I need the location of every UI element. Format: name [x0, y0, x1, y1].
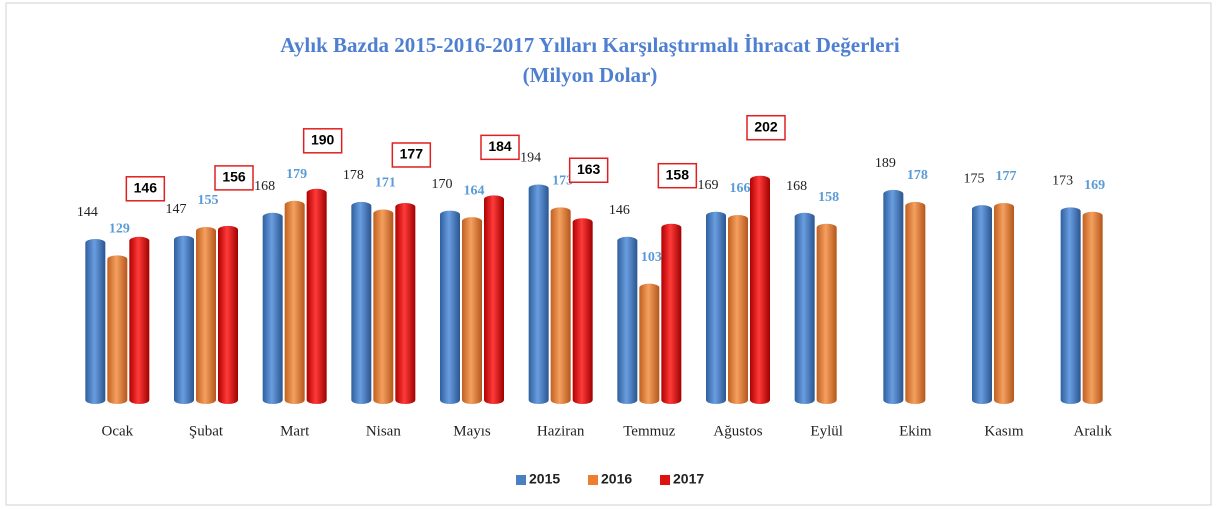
bar: [639, 283, 660, 404]
bar: [1060, 207, 1081, 404]
bar: [85, 238, 106, 404]
bar: [174, 235, 194, 404]
x-tick-label: Haziran: [537, 423, 585, 439]
label-box: [657, 162, 698, 189]
data-label: 173: [552, 174, 573, 189]
bar: [218, 225, 238, 404]
label-box: [746, 114, 786, 141]
label-box: [302, 128, 343, 154]
chart-title: Aylık Bazda 2015-2016-2017 Yılları Karşı…: [280, 33, 900, 57]
data-label: 129: [109, 222, 130, 237]
bar: [395, 202, 416, 404]
bar: [284, 200, 305, 404]
data-label: 168: [254, 179, 275, 194]
bar: [728, 214, 748, 404]
x-tick-label: Kasım: [984, 423, 1023, 439]
data-label: 194: [520, 151, 541, 166]
bar: [462, 217, 482, 404]
x-tick-label: Şubat: [189, 423, 224, 439]
legend-swatch: [660, 475, 670, 485]
label-box: [391, 142, 432, 168]
bar: [129, 236, 150, 404]
data-label: 158: [818, 190, 839, 205]
data-label: 144: [77, 205, 98, 220]
data-label: 146: [609, 203, 630, 218]
data-label: 178: [907, 168, 928, 183]
x-tick-label: Ocak: [102, 423, 134, 439]
data-label: 103: [641, 250, 662, 265]
data-label: 175: [964, 171, 985, 186]
label-box: [568, 157, 609, 184]
data-label: 169: [1084, 178, 1105, 193]
data-label: 202: [754, 118, 778, 134]
label-box: [125, 176, 166, 202]
bar: [484, 195, 504, 404]
legend-label: 2015: [529, 471, 560, 487]
data-label: 179: [286, 167, 307, 182]
bar: [1082, 211, 1103, 404]
bar: [661, 223, 682, 404]
data-label: 184: [488, 138, 512, 154]
x-tick-label: Mart: [280, 423, 310, 439]
x-tick-label: Aralık: [1074, 423, 1113, 439]
data-label: 190: [311, 132, 335, 148]
bar: [107, 255, 128, 404]
label-box: [214, 165, 254, 191]
bar: [905, 201, 926, 404]
bar: [972, 205, 992, 404]
data-label: 156: [222, 169, 246, 185]
bar: [440, 210, 460, 404]
label-box: [480, 134, 520, 161]
data-label: 177: [400, 146, 424, 162]
bar: [262, 212, 283, 404]
legend-label: 2017: [673, 471, 704, 487]
data-label: 158: [666, 166, 690, 182]
bar: [306, 188, 327, 404]
bar: [528, 184, 549, 404]
bar: [617, 236, 638, 404]
legend-swatch: [516, 475, 526, 485]
data-label: 168: [786, 179, 807, 194]
data-label: 155: [198, 193, 219, 208]
x-tick-label: Ekim: [899, 423, 932, 439]
chart-subtitle: (Milyon Dolar): [523, 63, 658, 87]
legend-label: 2016: [601, 471, 632, 487]
bar: [196, 226, 216, 404]
x-tick-label: Mayıs: [453, 423, 491, 439]
x-tick-label: Nisan: [366, 423, 401, 439]
x-tick-label: Temmuz: [623, 423, 676, 439]
x-tick-label: Eylül: [810, 423, 843, 439]
data-label: 177: [996, 169, 1017, 184]
legend-swatch: [588, 475, 598, 485]
bar: [994, 202, 1014, 404]
bar: [351, 201, 372, 404]
data-label: 166: [730, 181, 751, 196]
bar: [794, 212, 815, 404]
data-label: 173: [1052, 174, 1073, 189]
data-label: 147: [166, 202, 187, 217]
bar: [750, 175, 770, 404]
bar: [883, 189, 904, 404]
data-label: 189: [875, 156, 896, 171]
data-label: 171: [375, 176, 396, 191]
bar: [373, 209, 394, 404]
x-tick-label: Ağustos: [713, 423, 762, 439]
data-label: 169: [698, 178, 719, 193]
bar: [550, 207, 571, 404]
bar: [572, 218, 593, 404]
data-label: 170: [432, 177, 453, 192]
data-label: 146: [134, 179, 158, 195]
data-label: 163: [577, 161, 601, 177]
bar: [706, 211, 726, 404]
data-label: 164: [464, 183, 485, 198]
bar: [816, 223, 837, 404]
data-label: 178: [343, 168, 364, 183]
